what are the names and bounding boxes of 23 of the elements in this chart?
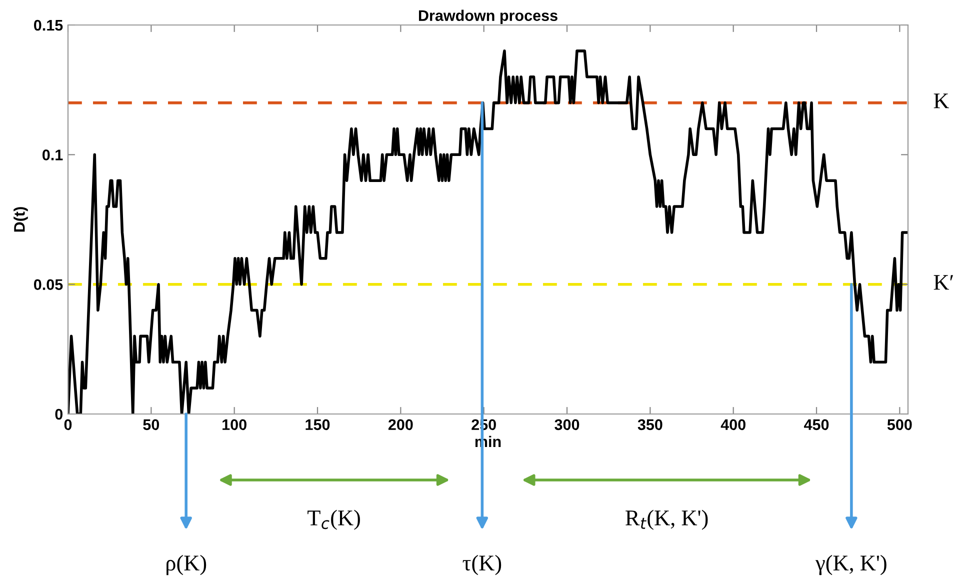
x-tick-label: 150: [306, 419, 330, 430]
text: T$_{c}$(K): [308, 510, 360, 530]
x-tick-label: 450: [804, 419, 829, 430]
annotation: γ(K, K'): [816, 554, 886, 576]
x-tick-label: 200: [388, 419, 413, 430]
x-tick-label: 100: [222, 419, 246, 430]
ref-line-label: K′: [934, 275, 954, 290]
y-tick-label: 0: [55, 408, 63, 420]
x-tick-label: 300: [554, 419, 580, 430]
y-axis-title: D(t): [14, 207, 28, 232]
x-tick-label: 350: [638, 419, 662, 430]
x-tick-label: 0: [64, 419, 72, 430]
chart-title: Drawdown process: [418, 10, 558, 24]
x-tick-label: 50: [143, 419, 160, 430]
y-tick-label: 0.15: [34, 20, 63, 31]
annotation: ρ(K): [166, 554, 206, 576]
y-tick-label: 0.1: [42, 150, 63, 160]
y-tick-label: 0.05: [34, 279, 63, 290]
x-tick-label: 400: [720, 419, 746, 430]
annotation: τ(K): [462, 554, 502, 576]
text: R$_{t}$(K, K'): [626, 510, 708, 530]
x-tick-label: 500: [887, 419, 912, 430]
ref-line-label: K: [934, 94, 950, 108]
